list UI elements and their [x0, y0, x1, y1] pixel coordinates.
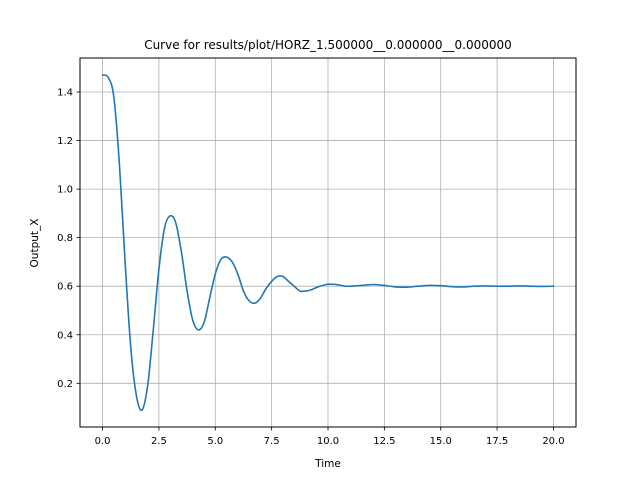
y-tick-label: 0.2 [57, 379, 73, 390]
series-layer [101, 74, 555, 412]
grid [80, 58, 576, 427]
y-axis-label: Output_X [29, 219, 41, 268]
x-axis-label: Time [314, 458, 341, 470]
x-tick-label: 17.5 [486, 436, 508, 447]
y-tick-label: 1.0 [57, 185, 73, 196]
x-tick-label: 15.0 [430, 436, 452, 447]
y-tick-label: 0.4 [57, 330, 73, 341]
x-tick-label: 2.5 [151, 436, 167, 447]
x-axis-ticks: 0.0 2.5 5.0 7.5 10.0 12.5 15.0 17.5 20.0 [95, 427, 565, 447]
y-tick-label: 1.2 [57, 136, 73, 147]
y-tick-label: 0.8 [57, 233, 73, 244]
y-axis-ticks: 0.2 0.4 0.6 0.8 1.0 1.2 1.4 [57, 87, 80, 390]
series-line [101, 74, 555, 412]
x-tick-label: 7.5 [264, 436, 280, 447]
x-tick-label: 5.0 [207, 436, 223, 447]
y-tick-label: 1.4 [57, 87, 73, 98]
x-tick-label: 20.0 [542, 436, 564, 447]
y-tick-label: 0.6 [57, 282, 73, 293]
x-tick-label: 10.0 [317, 436, 339, 447]
x-tick-label: 12.5 [373, 436, 395, 447]
chart-title: Curve for results/plot/HORZ_1.500000__0.… [144, 38, 512, 52]
x-tick-label: 0.0 [95, 436, 111, 447]
